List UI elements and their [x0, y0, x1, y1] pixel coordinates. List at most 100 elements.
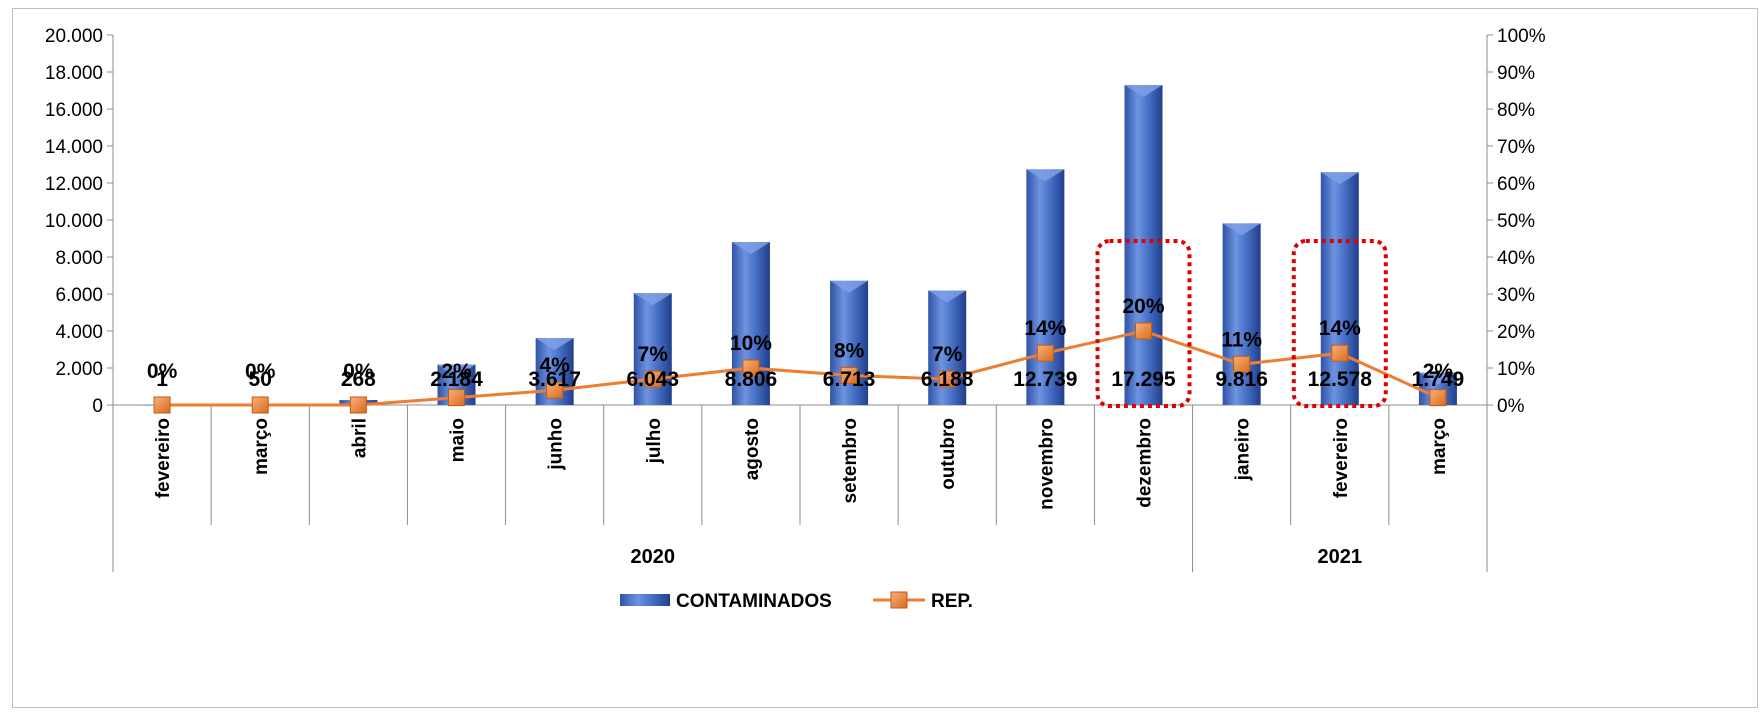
legend-marker-swatch	[890, 591, 908, 609]
bar	[1320, 172, 1359, 405]
left-tick-label: 8.000	[55, 248, 103, 269]
bar-value-label: 1	[156, 368, 168, 391]
legend-label: REP.	[931, 591, 973, 612]
bar-cap	[1418, 372, 1457, 385]
left-tick-label: 0	[92, 396, 103, 417]
rep-marker	[1233, 355, 1251, 373]
left-tick-label: 18.000	[45, 63, 103, 84]
highlight-box	[1095, 239, 1192, 408]
rep-value-label: 7%	[932, 343, 963, 366]
rep-value-label: 0%	[147, 360, 178, 383]
rep-marker	[349, 396, 367, 414]
rep-value-label: 0%	[245, 360, 276, 383]
right-tick-label: 40%	[1497, 248, 1535, 269]
rep-marker	[1135, 322, 1152, 340]
rep-value-label: 4%	[539, 354, 570, 377]
category-label: janeiro	[1233, 418, 1254, 481]
left-tick-label: 2.000	[55, 359, 103, 380]
category-label: março	[251, 418, 272, 475]
bar	[1222, 223, 1261, 405]
bar-cap	[437, 364, 476, 377]
rep-value-label: 10%	[730, 332, 772, 355]
rep-marker	[546, 381, 564, 399]
rep-marker	[840, 366, 858, 384]
axes: 0 2.000 4.000 6.000 8.000 10.000 12.000 14.000 1…	[45, 26, 1546, 572]
rep-marker	[644, 370, 662, 388]
rep-marker	[1429, 389, 1447, 407]
right-tick-label: 20%	[1497, 322, 1535, 343]
bar-cap	[1026, 169, 1065, 182]
left-tick-label: 20.000	[45, 26, 103, 47]
bar	[830, 280, 869, 405]
rep-value-label: 0%	[343, 360, 374, 383]
highlights	[1095, 239, 1388, 408]
bar-cap	[1124, 85, 1163, 98]
category-label: fevereiro	[153, 418, 174, 498]
category-label: fevereiro	[1331, 418, 1352, 498]
highlight-box	[1291, 239, 1388, 408]
bar-value-label: 12.578	[1308, 368, 1373, 391]
right-tick-label: 50%	[1497, 211, 1535, 232]
right-tick-label: 60%	[1497, 174, 1535, 195]
bar	[1124, 85, 1163, 405]
right-tick-label: 100%	[1497, 26, 1546, 47]
bar-cap	[1222, 223, 1261, 236]
rep-marker	[1331, 344, 1349, 362]
year-label: 2021	[1318, 546, 1363, 568]
year-label: 2020	[631, 546, 676, 568]
rep-value-label: 20%	[1122, 295, 1164, 318]
right-tick-label: 30%	[1497, 285, 1535, 306]
category-label: novembro	[1036, 418, 1057, 510]
left-tick-label: 6.000	[55, 285, 103, 306]
rep-value-label: 14%	[1319, 317, 1361, 340]
bar-value-label: 1.749	[1412, 368, 1465, 391]
category-label: dezembro	[1135, 418, 1156, 508]
right-tick-label: 10%	[1497, 359, 1535, 380]
legend-label: CONTAMINADOS	[676, 591, 832, 612]
rep-value-label: 2%	[1423, 360, 1454, 383]
rep-marker	[742, 359, 760, 377]
bar-value-label: 17.295	[1111, 368, 1176, 391]
right-tick-label: 90%	[1497, 63, 1535, 84]
rep-line	[162, 329, 1439, 407]
rep-marker	[1036, 344, 1054, 362]
rep-value-label: 11%	[1221, 328, 1262, 351]
rep-value-label: 14%	[1024, 317, 1066, 340]
data-labels: 1 50 268 2.184 3.617 6.043 8.806 6.713 6.188 12.7…	[147, 295, 1464, 391]
left-tick-label: 14.000	[45, 137, 103, 158]
left-tick-label: 16.000	[45, 100, 103, 121]
right-tick-label: 0%	[1497, 396, 1525, 417]
bar-cap	[731, 242, 770, 255]
bar	[731, 242, 770, 405]
rep-value-label: 2%	[441, 360, 472, 383]
rep-marker	[251, 396, 269, 414]
bar-cap	[633, 293, 672, 306]
rep-value-label: 7%	[638, 343, 669, 366]
legend-bar-swatch	[620, 594, 670, 606]
bar-value-label: 2.184	[430, 368, 483, 391]
bar-cap	[1320, 172, 1359, 185]
left-tick-label: 12.000	[45, 174, 103, 195]
bar	[1026, 169, 1065, 405]
category-label: março	[1429, 418, 1450, 475]
bar-cap	[928, 290, 967, 303]
left-tick-label: 10.000	[45, 211, 103, 232]
bar-cap	[830, 280, 869, 293]
rep-marker	[448, 389, 465, 407]
chart-frame	[12, 8, 1758, 708]
rep-marker	[938, 370, 956, 388]
bar-value-label: 6.188	[921, 368, 974, 391]
left-tick-label: 4.000	[55, 322, 103, 343]
category-label: julho	[644, 418, 665, 464]
bar-value-label: 268	[341, 368, 376, 391]
bar-value-label: 6.043	[627, 368, 680, 391]
bar-value-label: 6.713	[823, 368, 876, 391]
bars	[143, 85, 1457, 406]
bar-value-label: 9.816	[1215, 368, 1268, 391]
bar-value-label: 3.617	[528, 368, 581, 391]
bar-value-label: 8.806	[725, 368, 778, 391]
bar-value-label: 50	[249, 368, 272, 391]
category-label: outubro	[938, 418, 959, 490]
rep-marker	[153, 396, 171, 414]
